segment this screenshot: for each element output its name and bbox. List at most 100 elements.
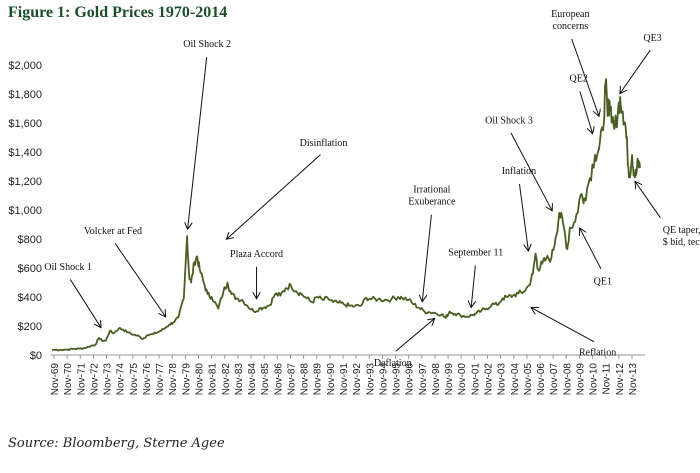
x-tick-label: Nov-02 (484, 363, 495, 396)
y-tick-label: $1,800 (8, 89, 42, 101)
y-tick-label: $0 (30, 350, 42, 362)
annotation: Oil Shock 1 (44, 262, 101, 328)
x-tick-label: Nov-85 (260, 363, 271, 396)
annotation-label: Oil Shock 1 (44, 262, 92, 273)
x-tick-label: Nov-76 (142, 363, 153, 396)
x-tick-label: Nov-71 (76, 363, 87, 396)
annotation-arrow (518, 183, 528, 251)
x-tick-label: Nov-84 (247, 363, 258, 396)
annotation-arrow (571, 38, 599, 116)
annotation-arrow (226, 154, 321, 240)
y-tick-label: $1,600 (8, 118, 42, 130)
x-tick-label: Nov-89 (313, 363, 324, 396)
annotation-arrow (531, 308, 595, 343)
annotation: Reflation (531, 308, 616, 359)
annotation-arrow (69, 279, 101, 327)
annotation-label: Inflation (502, 166, 536, 177)
x-tick-label: Nov-88 (300, 363, 311, 396)
annotation-arrow (580, 228, 602, 270)
annotation-arrow (635, 181, 661, 219)
x-tick-label: Nov-07 (549, 363, 560, 396)
x-tick-label: Nov-82 (221, 363, 232, 396)
x-tick-label: Nov-93 (365, 363, 376, 396)
x-tick-label: Nov-06 (536, 363, 547, 396)
annotation: Plaza Accord (230, 249, 283, 299)
x-tick-label: Nov-79 (181, 363, 192, 396)
x-tick-label: Nov-01 (470, 363, 481, 396)
x-tick-label: Nov-69 (50, 363, 61, 396)
annotation: QE taper, S&P record,$ bid, technical se… (635, 181, 700, 248)
source-note: Source: Bloomberg, Sterne Agee (8, 436, 225, 451)
x-tick-label: Nov-83 (234, 363, 245, 396)
x-tick-label: Nov-72 (89, 363, 100, 396)
x-tick-label: Nov-92 (352, 363, 363, 396)
annotation-label: Plaza Accord (230, 249, 283, 260)
y-tick-label: $400 (18, 292, 42, 304)
annotation-arrow (510, 132, 552, 211)
annotation-label: QE3 (643, 33, 661, 44)
x-tick-label: Nov-78 (168, 363, 179, 396)
x-tick-label: Nov-10 (589, 363, 600, 396)
annotation-label: Disinflation (300, 138, 348, 149)
annotation-label: QE taper, S&P record, (663, 225, 700, 236)
annotation: Deflation (374, 318, 435, 369)
annotation: Inflation (502, 166, 536, 251)
annotation-arrow (395, 318, 435, 352)
x-tick-label: Nov-00 (457, 363, 468, 396)
y-tick-label: $200 (18, 321, 42, 333)
annotation: QE3 (620, 33, 662, 94)
annotation: Oil Shock 3 (485, 115, 552, 210)
x-tick-label: Nov-13 (628, 363, 639, 396)
x-tick-label: Nov-91 (339, 363, 350, 396)
annotation-label: Deflation (374, 358, 412, 369)
y-tick-label: $800 (18, 234, 42, 246)
annotation-label: European (551, 9, 589, 20)
x-tick-label: Nov-12 (615, 363, 626, 396)
x-tick-label: Nov-74 (116, 363, 127, 396)
annotation-arrow (422, 214, 432, 302)
annotation: Volcker at Fed (84, 226, 166, 317)
series-line-gold-price (52, 78, 641, 352)
annotation-arrow (579, 91, 593, 133)
x-tick-label: Nov-73 (103, 363, 114, 396)
y-tick-label: $600 (18, 263, 42, 275)
x-tick-label: Nov-05 (523, 363, 534, 396)
x-tick-label: Nov-90 (326, 363, 337, 396)
annotation: Oil Shock 2 (183, 39, 231, 229)
x-tick-label: Nov-95 (392, 363, 403, 396)
x-tick-label: Nov-98 (431, 363, 442, 396)
annotation-label: September 11 (448, 248, 503, 259)
annotation-arrow (620, 49, 651, 93)
annotation: QE2 (570, 74, 593, 134)
x-tick-label: Nov-11 (602, 363, 613, 395)
annotation-label: Volcker at Fed (84, 226, 142, 237)
annotation-label: Oil Shock 3 (485, 115, 533, 126)
annotation-label: concerns (553, 21, 589, 32)
series-layer (52, 78, 641, 352)
x-tick-label: Nov-96 (405, 363, 416, 396)
y-tick-label: $1,400 (8, 147, 42, 159)
x-tick-label: Nov-97 (418, 363, 429, 396)
annotations-layer: Oil Shock 1 Volcker at Fed Oil Shock 2 Disi… (44, 9, 700, 369)
annotation: QE1 (580, 228, 612, 288)
y-tick-label: $2,000 (8, 60, 42, 72)
annotation: Disinflation (226, 138, 347, 239)
annotation-label: Irrational (413, 185, 450, 196)
x-tick-label: Nov-77 (155, 363, 166, 396)
y-axis: $0 $200 $400 $600 $800 $1,000 $1,200 $1,400 $1,6… (8, 60, 42, 362)
x-tick-label: Nov-04 (510, 363, 521, 396)
x-tick-label: Nov-70 (63, 363, 74, 396)
annotation-arrow (471, 265, 476, 307)
x-tick-label: Nov-08 (562, 363, 573, 396)
x-tick-label: Nov-03 (497, 363, 508, 396)
annotation-label: QE1 (594, 277, 612, 288)
x-tick-label: Nov-86 (273, 363, 284, 396)
annotation-label: Exuberance (408, 197, 456, 208)
x-tick-label: Nov-09 (575, 363, 586, 396)
annotation: September 11 (448, 248, 503, 308)
annotation-arrow (114, 243, 165, 316)
annotation-label: Oil Shock 2 (183, 39, 231, 50)
